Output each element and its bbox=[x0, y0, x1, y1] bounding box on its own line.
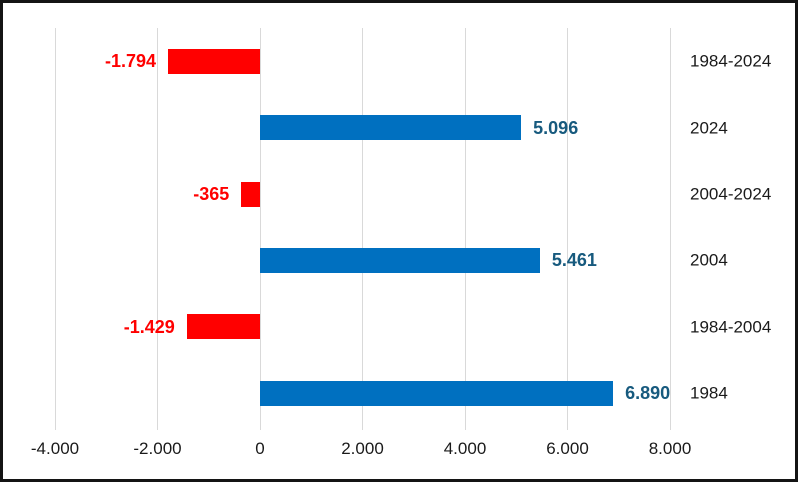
category-label: 1984 bbox=[690, 383, 728, 403]
gridline bbox=[464, 28, 466, 430]
value-label: -1.429 bbox=[123, 316, 175, 337]
category-label: 1984-2024 bbox=[690, 51, 772, 71]
negative-bar bbox=[241, 181, 260, 207]
value-label: 6.890 bbox=[625, 383, 671, 404]
value-label: -1.794 bbox=[105, 51, 157, 72]
category-label: 2004-2024 bbox=[690, 184, 772, 204]
x-axis-tick-label: -4.000 bbox=[30, 439, 80, 458]
gridline bbox=[362, 28, 363, 430]
x-axis-tick-label: 6.000 bbox=[546, 439, 589, 458]
x-axis-tick-label: 4.000 bbox=[443, 439, 487, 458]
x-axis-tick-label: 8.000 bbox=[648, 439, 692, 458]
x-axis-tick-label: 0 bbox=[255, 439, 265, 458]
gridline bbox=[669, 28, 671, 430]
x-axis-tick-label: 2.000 bbox=[341, 439, 384, 458]
value-label: 5.461 bbox=[551, 250, 597, 271]
negative-bar bbox=[186, 314, 260, 340]
category-label: 1984-2004 bbox=[690, 317, 772, 337]
x-axis-tick-label: -2.000 bbox=[133, 439, 182, 458]
positive-bar bbox=[260, 380, 614, 406]
gridline bbox=[259, 28, 261, 430]
category-label: 2004 bbox=[690, 250, 728, 270]
gridline bbox=[567, 28, 568, 430]
category-label: 2024 bbox=[690, 118, 728, 138]
positive-bar bbox=[260, 115, 522, 141]
gridline bbox=[157, 28, 158, 430]
negative-bar bbox=[168, 48, 260, 74]
value-label: -365 bbox=[193, 184, 230, 204]
positive-bar bbox=[260, 247, 540, 273]
value-label: 5.096 bbox=[533, 117, 579, 138]
gridline bbox=[54, 28, 56, 430]
